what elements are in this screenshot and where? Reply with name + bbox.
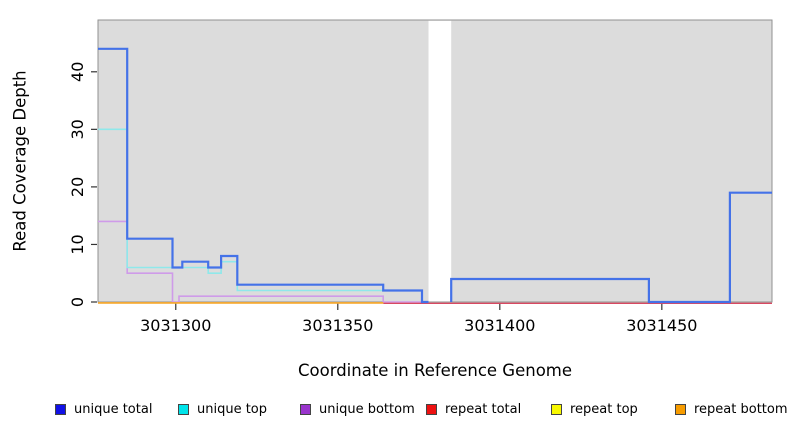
legend-label: unique bottom: [319, 401, 415, 417]
series-line-unique-total: [98, 47, 429, 304]
x-tick-label: 3031450: [626, 316, 697, 335]
legend-swatch-icon: [55, 403, 66, 415]
legend-item-repeat-top: repeat top: [551, 398, 638, 420]
y-axis-title: Read Coverage Depth: [10, 70, 30, 252]
y-tick-label: 0: [68, 297, 87, 307]
y-tick-label: 40: [68, 62, 87, 82]
plot-border: [97, 19, 773, 303]
legend-label: repeat top: [570, 401, 638, 417]
legend-label: unique top: [197, 401, 268, 417]
x-tick-label: 3031300: [140, 316, 211, 335]
x-tick-label: 3031350: [302, 316, 373, 335]
y-tick-label: 30: [68, 119, 87, 139]
legend-item-repeat-total: repeat total: [426, 398, 521, 420]
masked-region: [428, 20, 452, 302]
legend-swatch-icon: [178, 403, 189, 415]
legend-item-unique-total: unique total: [55, 398, 152, 420]
legend-swatch-icon: [551, 403, 562, 415]
x-axis-title: Coordinate in Reference Genome: [297, 361, 573, 380]
legend-item-unique-top: unique top: [178, 398, 267, 420]
series-line-unique-total: [450, 191, 772, 304]
legend-swatch-icon: [426, 403, 437, 415]
legend-label: unique total: [74, 401, 153, 417]
y-tick-label: 10: [68, 234, 87, 254]
legend-swatch-icon: [300, 403, 311, 415]
legend-swatch-icon: [675, 403, 686, 415]
legend: unique total unique top unique bottom repea…: [0, 398, 792, 422]
legend-label: repeat total: [445, 401, 522, 417]
x-tick-label: 3031400: [464, 316, 535, 335]
legend-label: repeat bottom: [694, 401, 788, 417]
legend-item-unique-bottom: unique bottom: [300, 398, 415, 420]
y-tick-label: 20: [68, 177, 87, 197]
legend-item-repeat-bottom: repeat bottom: [675, 398, 788, 420]
